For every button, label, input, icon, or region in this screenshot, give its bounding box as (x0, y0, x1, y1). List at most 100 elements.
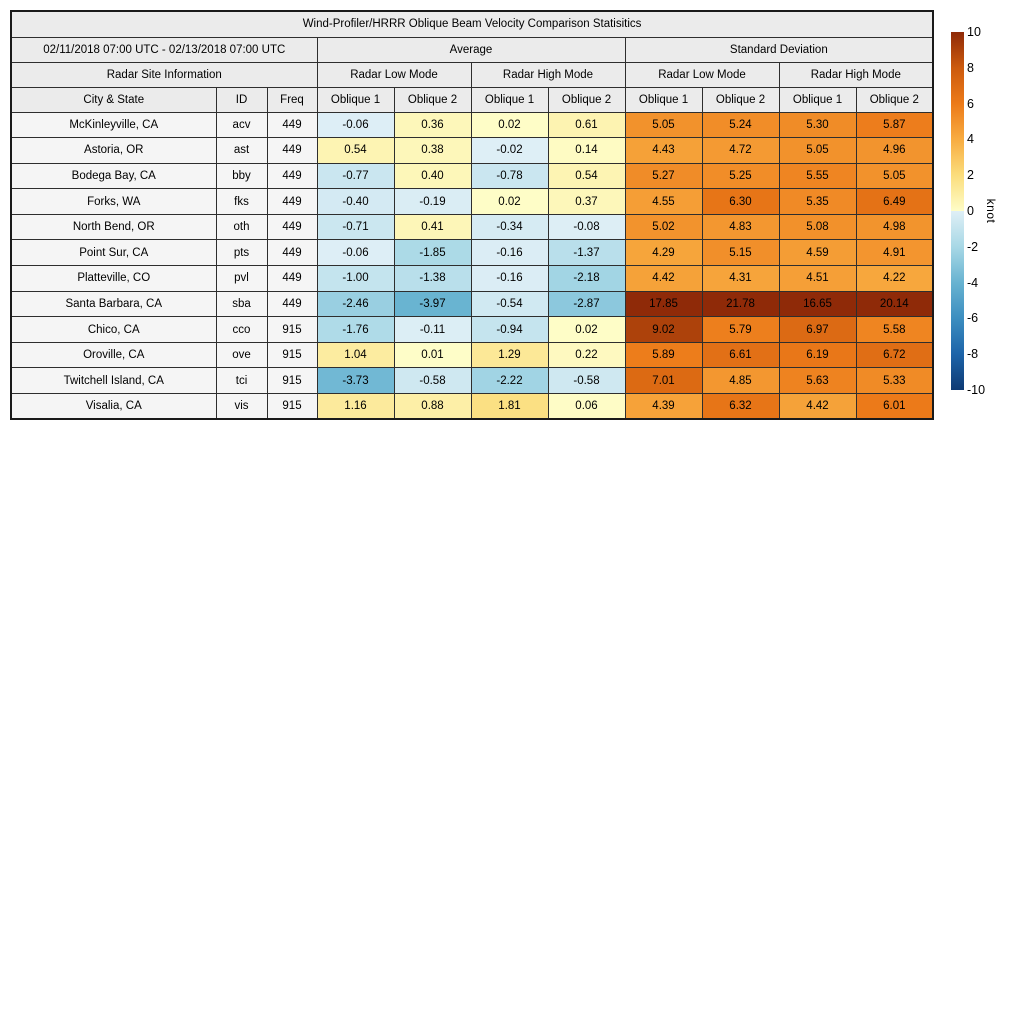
value-cell: 21.78 (701, 290, 780, 318)
city-cell: Visalia, CA (10, 393, 217, 420)
value-cell: -1.76 (316, 316, 395, 343)
table-title: Wind-Profiler/HRRR Oblique Beam Velocity… (10, 10, 934, 38)
city-cell: Oroville, CA (10, 341, 217, 369)
site-id-cell: vis (215, 393, 268, 420)
column-header-oblique: Oblique 1 (778, 86, 857, 113)
city-cell: Point Sur, CA (10, 239, 217, 267)
value-cell: -2.18 (547, 265, 626, 292)
freq-cell: 449 (266, 111, 318, 139)
city-cell: Platteville, CO (10, 265, 217, 292)
value-cell: 4.98 (855, 213, 934, 241)
value-cell: 4.42 (778, 393, 857, 420)
value-cell: -0.11 (393, 316, 472, 343)
colorbar-tick-label: 8 (967, 60, 974, 75)
site-id-cell: ast (215, 137, 268, 164)
value-cell: 0.37 (547, 188, 626, 215)
site-id-cell: ove (215, 341, 268, 369)
freq-cell: 915 (266, 367, 318, 395)
site-id-cell: oth (215, 213, 268, 241)
value-cell: 4.85 (701, 367, 780, 395)
value-cell: 4.42 (624, 265, 703, 292)
value-cell: -0.06 (316, 239, 395, 267)
value-cell: 0.88 (393, 393, 472, 420)
column-header-oblique: Oblique 2 (393, 86, 472, 113)
value-cell: 6.61 (701, 341, 780, 369)
value-cell: 5.15 (701, 239, 780, 267)
freq-cell: 449 (266, 213, 318, 241)
value-cell: 5.30 (778, 111, 857, 139)
freq-cell: 449 (266, 137, 318, 164)
mode-header-avg-high: Radar High Mode (470, 61, 626, 88)
value-cell: 4.43 (624, 137, 703, 164)
colorbar-tick-label: 10 (967, 24, 981, 39)
value-cell: 5.87 (855, 111, 934, 139)
stats-table: Wind-Profiler/HRRR Oblique Beam Velocity… (10, 10, 935, 421)
value-cell: 5.33 (855, 367, 934, 395)
value-cell: 0.22 (547, 341, 626, 369)
value-cell: 5.79 (701, 316, 780, 343)
value-cell: 5.05 (624, 111, 703, 139)
value-cell: 1.16 (316, 393, 395, 420)
value-cell: 5.24 (701, 111, 780, 139)
value-cell: 5.89 (624, 341, 703, 369)
value-cell: -3.97 (393, 290, 472, 318)
site-info-header: Radar Site Information (10, 61, 318, 88)
value-cell: 0.06 (547, 393, 626, 420)
table-row: Bodega Bay, CA bby 449 -0.77 0.40 -0.78 0.54 5.… (10, 162, 934, 190)
value-cell: 1.04 (316, 341, 395, 369)
value-cell: 5.27 (624, 162, 703, 190)
value-cell: 0.02 (470, 111, 549, 139)
value-cell: -0.40 (316, 188, 395, 215)
colorbar-tick-label: -8 (967, 346, 979, 361)
value-cell: 0.02 (470, 188, 549, 215)
freq-cell: 449 (266, 239, 318, 267)
freq-cell: 449 (266, 162, 318, 190)
column-header-city: City & State (10, 86, 217, 113)
table-row: Oroville, CA ove 915 1.04 0.01 1.29 0.22 5.89 6.… (10, 341, 934, 369)
colorbar-tick-label: 4 (967, 132, 974, 147)
column-header-oblique: Oblique 2 (547, 86, 626, 113)
value-cell: 5.35 (778, 188, 857, 215)
value-cell: 0.54 (547, 162, 626, 190)
freq-cell: 449 (266, 188, 318, 215)
mode-header-std-low: Radar Low Mode (624, 61, 780, 88)
table-row: Astoria, OR ast 449 0.54 0.38 -0.02 0.14 4.43 4.… (10, 137, 934, 164)
colorbar (951, 32, 964, 390)
value-cell: 6.30 (701, 188, 780, 215)
table-row: Santa Barbara, CA sba 449 -2.46 -3.97 -0.54 -2… (10, 290, 934, 318)
value-cell: 4.39 (624, 393, 703, 420)
value-cell: -0.34 (470, 213, 549, 241)
value-cell: 0.02 (547, 316, 626, 343)
value-cell: -0.54 (470, 290, 549, 318)
value-cell: 5.02 (624, 213, 703, 241)
colorbar-tick-label: -10 (967, 382, 986, 397)
city-cell: Bodega Bay, CA (10, 162, 217, 190)
column-header-id: ID (215, 86, 268, 113)
value-cell: 4.55 (624, 188, 703, 215)
table-row: Platteville, CO pvl 449 -1.00 -1.38 -0.16 -2.1… (10, 265, 934, 292)
value-cell: -1.85 (393, 239, 472, 267)
value-cell: 0.54 (316, 137, 395, 164)
site-id-cell: fks (215, 188, 268, 215)
value-cell: 16.65 (778, 290, 857, 318)
value-cell: -1.38 (393, 265, 472, 292)
value-cell: 17.85 (624, 290, 703, 318)
value-cell: 4.72 (701, 137, 780, 164)
value-cell: 4.22 (855, 265, 934, 292)
column-header-oblique: Oblique 1 (624, 86, 703, 113)
value-cell: 4.91 (855, 239, 934, 267)
city-cell: Forks, WA (10, 188, 217, 215)
value-cell: -1.37 (547, 239, 626, 267)
value-cell: 4.29 (624, 239, 703, 267)
site-id-cell: pts (215, 239, 268, 267)
value-cell: -0.16 (470, 265, 549, 292)
city-cell: Twitchell Island, CA (10, 367, 217, 395)
value-cell: 4.31 (701, 265, 780, 292)
table-row: Visalia, CA vis 915 1.16 0.88 1.81 0.06 4.39 6.3… (10, 393, 934, 420)
value-cell: 0.38 (393, 137, 472, 164)
freq-cell: 915 (266, 341, 318, 369)
colorbar-tick-label: 6 (967, 96, 974, 111)
value-cell: -3.73 (316, 367, 395, 395)
value-cell: -0.71 (316, 213, 395, 241)
